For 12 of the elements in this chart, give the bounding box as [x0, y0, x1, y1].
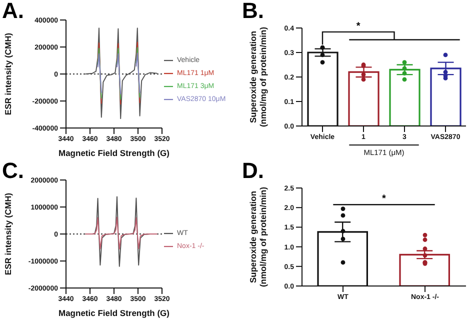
chart-title: D. — [242, 158, 264, 184]
y-axis-title: ESR intensity (CMH) — [3, 192, 14, 276]
x-axis-title: Magnetic Field Strength (G) — [58, 148, 170, 158]
x-axis-title: Magnetic Field Strength (G) — [58, 308, 170, 318]
y-axis-title: Superoxide generation (nmol/mg of protein/min) — [248, 26, 268, 128]
y-axis-title: ESR intensity (CMH) — [3, 32, 14, 116]
chart-title: C. — [2, 158, 24, 184]
annotation: * — [356, 20, 360, 32]
annotation: * — [382, 194, 386, 205]
y-axis-title: Superoxide generation (nmol/mg of protein/min) — [248, 186, 268, 288]
chart-title: B. — [242, 0, 264, 24]
chart-title: A. — [2, 0, 24, 24]
